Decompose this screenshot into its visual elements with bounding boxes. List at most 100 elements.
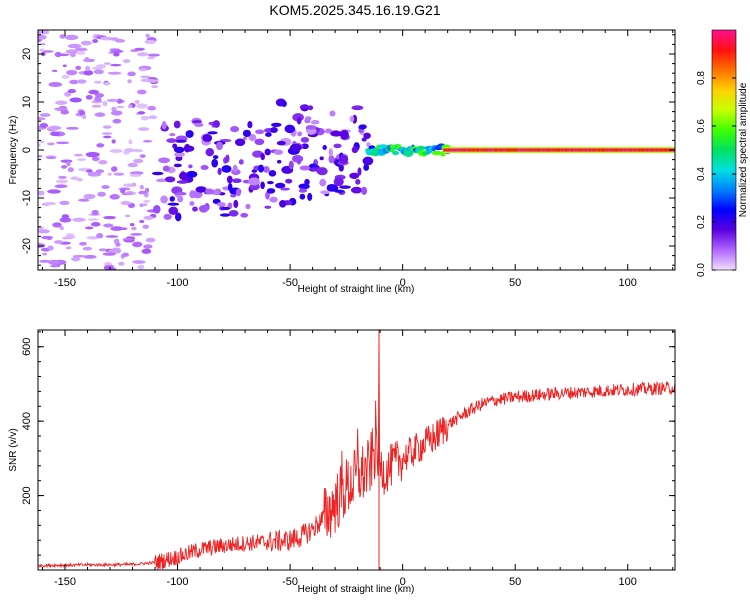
snr-ylabel: SNR (v/v) <box>8 428 19 471</box>
heatmap-noise-cell <box>91 104 102 108</box>
heatmap-noise-cell <box>62 64 67 68</box>
heatmap-cluster-cell <box>173 146 185 153</box>
heatmap-noise-cell <box>39 113 51 117</box>
heatmap-noise-cell <box>59 226 64 231</box>
y-tick-label: -10 <box>21 190 33 206</box>
heatmap-noise-cell <box>145 237 156 243</box>
colorbar-gradient <box>712 30 736 270</box>
heatmap-noise-cell <box>38 259 51 263</box>
heatmap-cluster-cell <box>231 178 242 184</box>
colorbar: 0.0 0.2 0.4 0.6 0.8 Normalized spectral ampl… <box>696 29 749 277</box>
heatmap-noise-cell <box>143 244 153 249</box>
heatmap-line-core <box>456 148 460 152</box>
heatmap-line-core <box>485 148 489 152</box>
heatmap-noise-cell <box>71 256 81 262</box>
heatmap-cluster-cell <box>301 143 309 150</box>
heatmap-cluster-cell <box>215 141 224 151</box>
x-tick-label: -100 <box>167 576 189 588</box>
heatmap-cluster-cell <box>339 185 351 189</box>
heatmap-cluster-cell <box>195 186 207 193</box>
heatmap-noise-cell <box>79 110 86 116</box>
heatmap-noise-cell <box>38 117 46 121</box>
heatmap-noise-cell <box>76 51 86 55</box>
heatmap-marks <box>38 30 675 270</box>
heatmap-noise-cell <box>109 149 123 153</box>
heatmap-band-cell <box>431 150 442 156</box>
heatmap-noise-cell <box>123 150 130 155</box>
heatmap-noise-cell <box>65 246 72 250</box>
heatmap-cluster-cell <box>177 195 184 203</box>
heatmap-noise-cell <box>145 33 150 38</box>
heatmap-cluster-cell <box>189 201 195 206</box>
heatmap-noise-cell <box>66 69 78 76</box>
heatmap-cluster-cell <box>226 175 233 184</box>
heatmap-noise-cell <box>130 233 143 236</box>
heatmap-line-core <box>463 148 467 152</box>
heatmap-noise-cell <box>127 162 138 168</box>
heatmap-noise-cell <box>103 62 111 65</box>
heatmap-noise-cell <box>103 215 116 220</box>
heatmap-line-core <box>639 148 643 152</box>
snr-panel: -150 -100 -50 0 50 100 200 400 600 Height of st… <box>8 329 676 595</box>
heatmap-line-core <box>549 148 553 152</box>
heatmap-cluster-cell <box>189 190 196 199</box>
heatmap-cluster-cell <box>357 167 362 176</box>
heatmap-line-core <box>476 148 480 152</box>
heatmap-line-core <box>492 148 496 152</box>
heatmap-line-core <box>616 148 620 152</box>
heatmap-noise-cell <box>110 166 118 172</box>
heatmap-noise-cell <box>67 43 82 49</box>
heatmap-noise-cell <box>109 37 119 41</box>
heatmap-noise-cell <box>42 252 48 256</box>
heatmap-cluster-cell <box>238 159 244 165</box>
heatmap-noise-cell <box>91 156 100 162</box>
heatmap-noise-cell <box>76 158 87 161</box>
heatmap-noise-cell <box>65 233 75 238</box>
heatmap-cluster-cell <box>271 122 282 128</box>
x-tick-label: 100 <box>619 277 637 289</box>
heatmap-line-core <box>591 148 595 152</box>
heatmap-noise-cell <box>47 245 54 251</box>
heatmap-noise-cell <box>115 242 121 247</box>
heatmap-cluster-cell <box>163 213 172 220</box>
heatmap-line-core <box>560 148 564 152</box>
heatmap-noise-cell <box>90 222 101 227</box>
heatmap-noise-cell <box>65 49 78 54</box>
heatmap-cluster-cell <box>166 138 177 143</box>
heatmap-noise-cell <box>142 203 148 206</box>
heatmap-noise-cell <box>96 233 104 239</box>
heatmap-noise-cell <box>151 85 159 89</box>
heatmap-line-core <box>659 148 663 152</box>
heatmap-cluster-cell <box>338 154 349 164</box>
heatmap-noise-cell <box>47 125 62 131</box>
heatmap-cluster-cell <box>306 125 317 130</box>
heatmap-noise-cell <box>138 127 150 131</box>
heatmap-cluster-cell <box>275 182 286 189</box>
heatmap-line-core <box>490 148 494 152</box>
heatmap-noise-cell <box>107 71 122 75</box>
heatmap-cluster-cell <box>264 148 271 156</box>
heatmap-line-core <box>526 148 530 152</box>
heatmap-noise-cell <box>78 198 90 202</box>
heatmap-line-core <box>443 148 447 152</box>
heatmap-line-core <box>553 148 557 152</box>
heatmap-noise-cell <box>88 89 100 95</box>
heatmap-noise-cell <box>107 267 117 270</box>
heatmap-noise-cell <box>39 48 45 52</box>
heatmap-noise-cell <box>139 219 145 224</box>
heatmap-noise-cell <box>110 63 122 67</box>
heatmap-noise-cell <box>94 93 105 98</box>
colorbar-tick-label: 0.6 <box>696 119 707 133</box>
heatmap-cluster-cell <box>242 136 248 141</box>
heatmap-noise-cell <box>132 260 146 264</box>
heatmap-noise-cell <box>120 227 128 231</box>
heatmap-noise-cell <box>144 39 157 45</box>
heatmap-cluster-cell <box>173 163 182 168</box>
snr-series-line <box>38 330 675 570</box>
heatmap-noise-cell <box>139 203 144 208</box>
heatmap-line-core <box>474 148 478 152</box>
heatmap-noise-cell <box>61 165 68 169</box>
heatmap-cluster-cell <box>304 178 310 186</box>
heatmap-cluster-cell <box>264 205 272 209</box>
heatmap-line-core <box>510 148 514 152</box>
